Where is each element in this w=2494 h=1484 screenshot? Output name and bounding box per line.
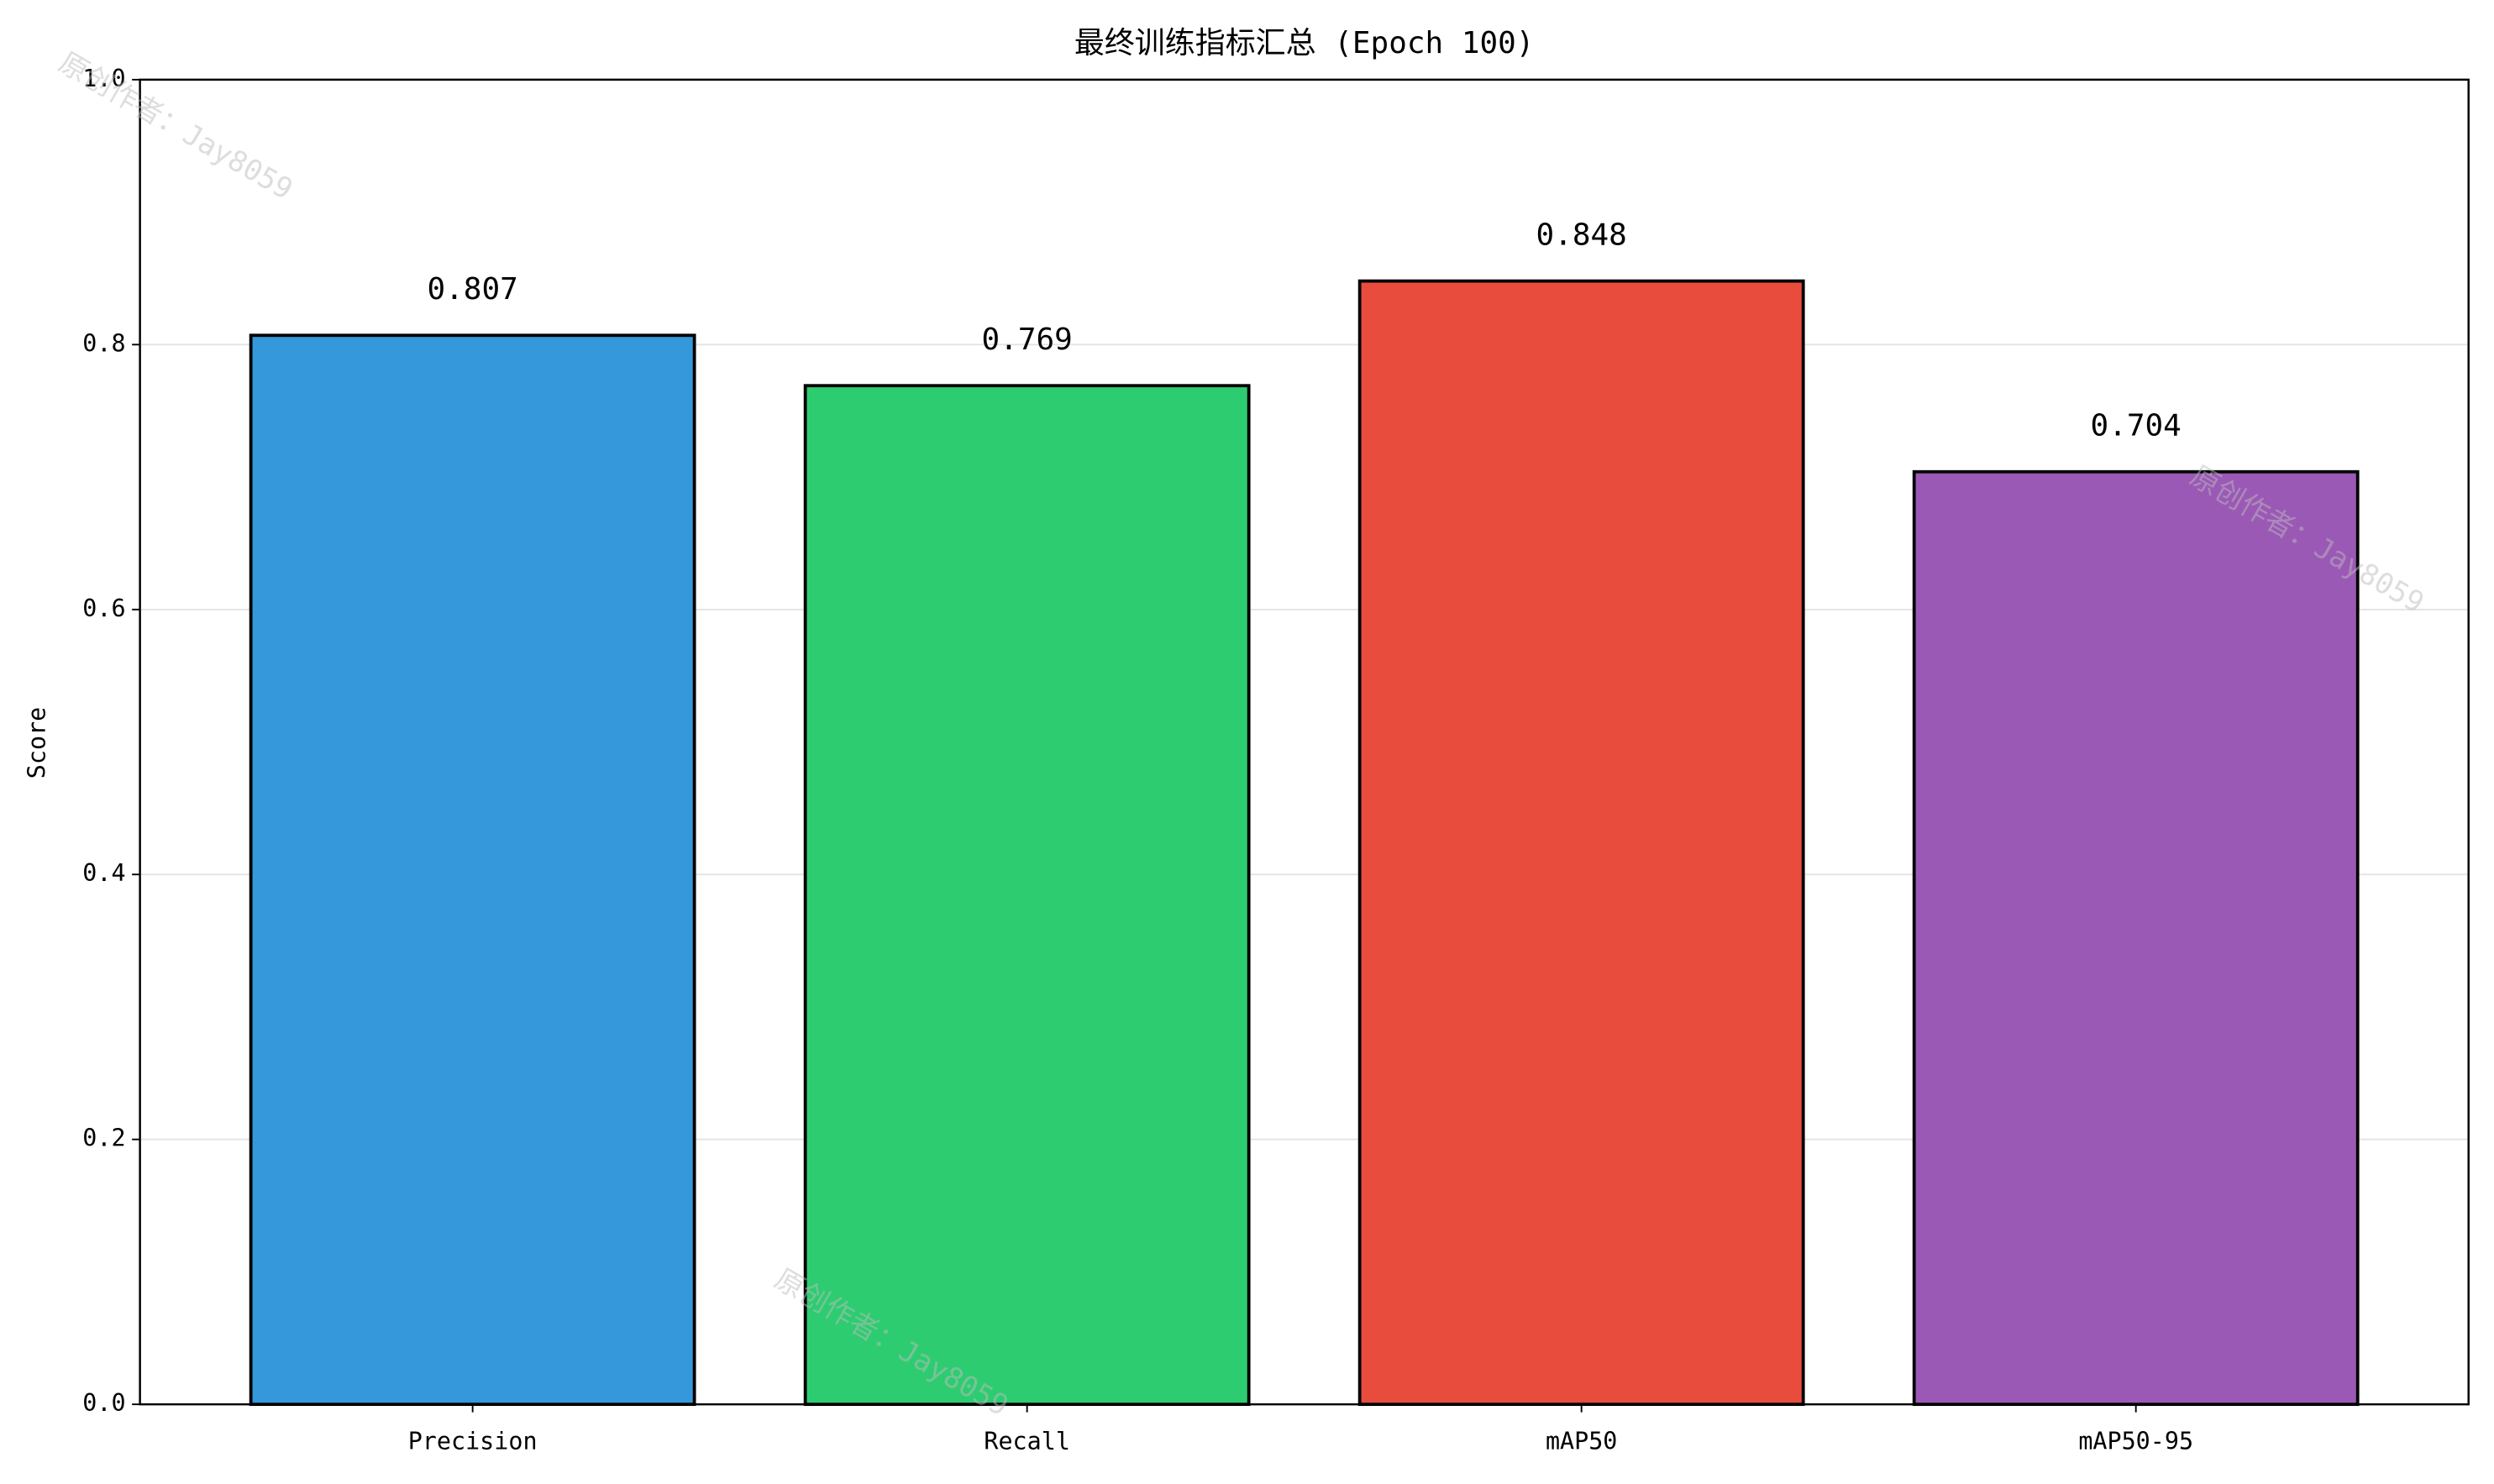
bar	[803, 384, 1251, 1407]
plot-frame	[139, 78, 2470, 1406]
value-label: 0.807	[427, 272, 517, 307]
x-tick-label: Recall	[984, 1428, 1070, 1455]
y-axis-label: Score	[23, 707, 50, 779]
y-tick-label: 0.6	[82, 595, 125, 622]
value-label: 0.848	[1536, 218, 1627, 253]
y-tick-label: 1.0	[82, 65, 125, 92]
bar	[249, 333, 696, 1407]
x-tick-label: Precision	[408, 1428, 538, 1455]
chart-title: 最终训练指标汇总 (Epoch 100)	[1074, 26, 1535, 60]
value-label: 0.769	[982, 322, 1073, 357]
y-tick-label: 0.4	[82, 859, 125, 887]
y-tick-label: 0.0	[82, 1389, 125, 1417]
x-tick-label: mAP50-95	[2078, 1428, 2193, 1455]
y-tick-label: 0.8	[82, 329, 125, 357]
value-label: 0.704	[2091, 409, 2182, 443]
y-tick-label: 0.2	[82, 1125, 125, 1152]
bar	[1357, 279, 1805, 1407]
x-tick-label: mAP50	[1546, 1428, 1617, 1455]
bar	[1912, 469, 2360, 1407]
